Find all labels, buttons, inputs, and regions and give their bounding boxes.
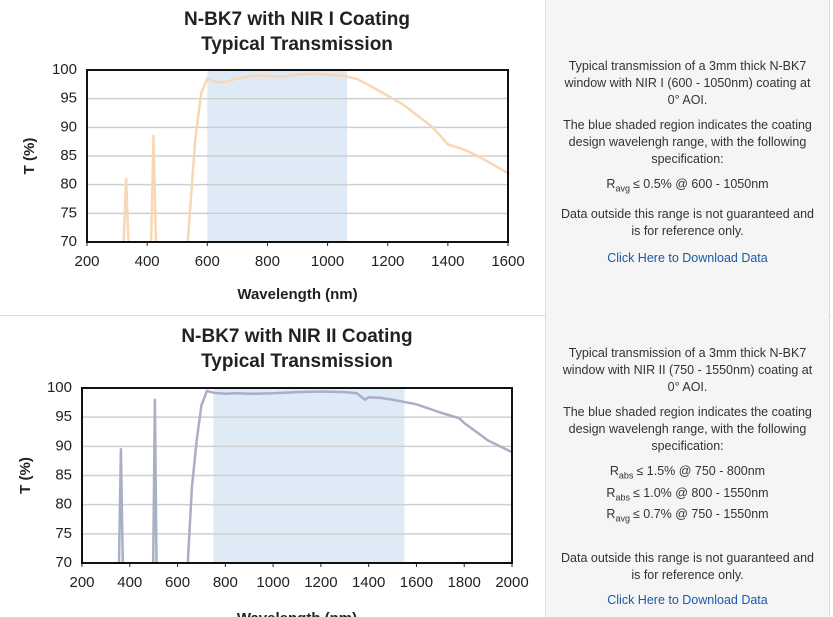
shading-note: The blue shaded region indicates the coa… (563, 405, 812, 453)
product-row: N-BK7 with NIR II Coating Typical Transmi… (0, 315, 831, 617)
x-tick-label: 800 (213, 574, 238, 591)
x-tick-label: 1600 (491, 253, 524, 270)
x-tick-label: 400 (135, 253, 160, 270)
x-tick-label: 600 (165, 574, 190, 591)
spec-subscript: avg (615, 183, 630, 194)
spec-list: Rabs ≤ 1.5% @ 750 - 800nm Rabs ≤ 1.0% @ 800… (546, 463, 829, 528)
x-tick-label: 800 (255, 253, 280, 270)
chart-cell: N-BK7 with NIR II Coating Typical Transmi… (0, 315, 546, 617)
x-tick-label: 1200 (304, 574, 337, 591)
chart-title: Typical Transmission (201, 34, 393, 55)
spec-line: Rabs ≤ 1.0% @ 800 - 1550nm (546, 485, 829, 507)
chart-title: N-BK7 with NIR I Coating (184, 9, 410, 30)
spec-symbol: R (606, 485, 616, 500)
spec-text: ≤ 1.5% @ 750 - 800nm (636, 464, 766, 478)
y-axis-label: T (%) (17, 457, 34, 494)
spec-text: ≤ 1.0% @ 800 - 1550nm (632, 485, 769, 500)
x-tick-label: 1400 (431, 253, 464, 270)
spec-symbol: R (609, 464, 619, 478)
note: Data outside this range is not guarantee… (561, 550, 814, 582)
x-tick-label: 200 (69, 574, 94, 591)
x-tick-label: 1800 (448, 574, 481, 591)
y-tick-label: 70 (60, 233, 77, 250)
info-panel: Typical transmission of a 3mm thick N-BK… (546, 0, 830, 315)
spec-subscript: abs (615, 492, 630, 502)
x-tick-label: 1600 (400, 574, 433, 591)
transmission-line (117, 389, 513, 564)
spec-symbol: R (606, 507, 616, 521)
y-tick-label: 85 (60, 147, 77, 164)
product-row: N-BK7 with NIR I Coating Typical Transmis… (0, 0, 831, 316)
spec-line: Ravg ≤ 0.5% @ 600 - 1050nm (546, 176, 829, 198)
y-tick-label: 90 (55, 437, 72, 454)
x-axis-label: Wavelength (nm) (237, 286, 357, 303)
y-tick-label: 75 (55, 525, 72, 542)
x-axis-label: Wavelength (nm) (237, 610, 357, 617)
shading-note: The blue shaded region indicates the coa… (563, 118, 812, 166)
spec-subscript: abs (618, 470, 634, 481)
y-tick-label: 95 (60, 90, 77, 107)
spec-line: Rabs ≤ 1.5% @ 750 - 800nm (546, 463, 829, 485)
x-tick-label: 1400 (352, 574, 385, 591)
y-axis-label: T (%) (21, 138, 38, 175)
y-tick-label: 100 (47, 379, 72, 396)
y-tick-label: 100 (52, 61, 77, 78)
spec-text: ≤ 0.5% @ 600 - 1050nm (632, 177, 769, 191)
spec-text: ≤ 0.7% @ 750 - 1550nm (632, 507, 769, 521)
spec-subscript: avg (615, 513, 630, 524)
x-tick-label: 1000 (311, 253, 344, 270)
y-tick-label: 90 (60, 118, 77, 135)
chart: N-BK7 with NIR I Coating Typical Transmis… (21, 9, 525, 303)
note: Data outside this range is not guarantee… (561, 206, 814, 238)
spec-symbol: R (606, 177, 616, 191)
plot-frame (81, 387, 513, 564)
y-tick-label: 85 (55, 466, 72, 483)
x-tick-label: 1200 (371, 253, 404, 270)
spec-list: Ravg ≤ 0.5% @ 600 - 1050nm (546, 176, 829, 198)
x-tick-label: 400 (117, 574, 142, 591)
y-tick-label: 75 (60, 204, 77, 221)
chart-cell: N-BK7 with NIR I Coating Typical Transmis… (0, 0, 546, 315)
download-link[interactable]: Click Here to Download Data (607, 592, 768, 607)
y-tick-label: 95 (55, 408, 72, 425)
intro: Typical transmission of a 3mm thick N-BK… (562, 346, 813, 394)
x-tick-label: 1000 (256, 574, 289, 591)
x-tick-label: 200 (74, 253, 99, 270)
transmission-line (122, 72, 509, 243)
download-link[interactable]: Click Here to Download Data (607, 250, 768, 265)
y-tick-label: 80 (55, 496, 72, 513)
x-tick-label: 600 (195, 253, 220, 270)
x-tick-label: 2000 (495, 574, 528, 591)
plot-frame (86, 69, 509, 243)
chart-title: Typical Transmission (201, 351, 393, 372)
info-panel: Typical transmission of a 3mm thick N-BK… (546, 315, 830, 617)
intro: Typical transmission of a 3mm thick N-BK… (564, 59, 811, 107)
y-tick-label: 70 (55, 554, 72, 571)
chart: N-BK7 with NIR II Coating Typical Transmi… (17, 326, 529, 617)
spec-line: Ravg ≤ 0.7% @ 750 - 1550nm (546, 506, 829, 528)
y-tick-label: 80 (60, 176, 77, 193)
chart-title: N-BK7 with NIR II Coating (181, 326, 412, 347)
